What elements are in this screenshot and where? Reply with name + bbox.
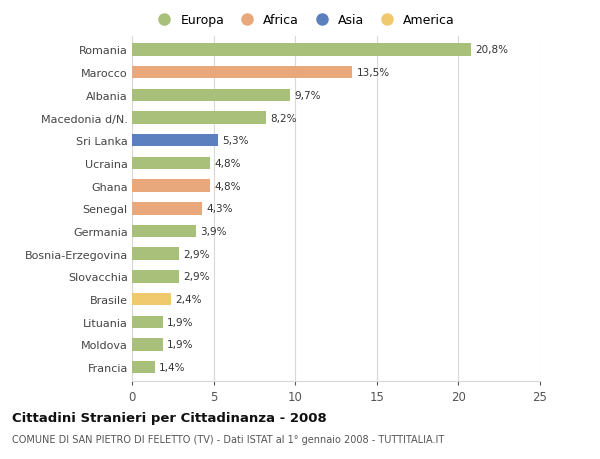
Bar [132, 90, 290, 102]
Bar [132, 180, 211, 192]
Bar [132, 157, 211, 170]
Text: 5,3%: 5,3% [223, 136, 249, 146]
Text: 1,9%: 1,9% [167, 340, 194, 350]
Bar [132, 112, 266, 124]
Text: 1,4%: 1,4% [159, 363, 185, 372]
Text: 9,7%: 9,7% [295, 90, 321, 101]
Text: 4,8%: 4,8% [214, 158, 241, 168]
Text: 2,9%: 2,9% [184, 272, 210, 282]
Text: 1,9%: 1,9% [167, 317, 194, 327]
Text: 2,9%: 2,9% [184, 249, 210, 259]
Bar [132, 134, 218, 147]
Bar [132, 293, 171, 306]
Bar [132, 202, 202, 215]
Text: COMUNE DI SAN PIETRO DI FELETTO (TV) - Dati ISTAT al 1° gennaio 2008 - TUTTITALI: COMUNE DI SAN PIETRO DI FELETTO (TV) - D… [12, 434, 444, 444]
Text: 4,3%: 4,3% [206, 204, 233, 214]
Bar [132, 44, 472, 56]
Text: 2,4%: 2,4% [175, 294, 202, 304]
Bar [132, 338, 163, 351]
Bar [132, 361, 155, 374]
Text: 8,2%: 8,2% [270, 113, 296, 123]
Text: 3,9%: 3,9% [200, 226, 226, 236]
Bar [132, 225, 196, 238]
Bar [132, 316, 163, 328]
Legend: Europa, Africa, Asia, America: Europa, Africa, Asia, America [152, 14, 455, 27]
Text: 4,8%: 4,8% [214, 181, 241, 191]
Bar [132, 67, 352, 79]
Text: 13,5%: 13,5% [356, 68, 389, 78]
Bar [132, 270, 179, 283]
Text: 20,8%: 20,8% [476, 45, 509, 55]
Bar [132, 248, 179, 260]
Text: Cittadini Stranieri per Cittadinanza - 2008: Cittadini Stranieri per Cittadinanza - 2… [12, 411, 327, 424]
